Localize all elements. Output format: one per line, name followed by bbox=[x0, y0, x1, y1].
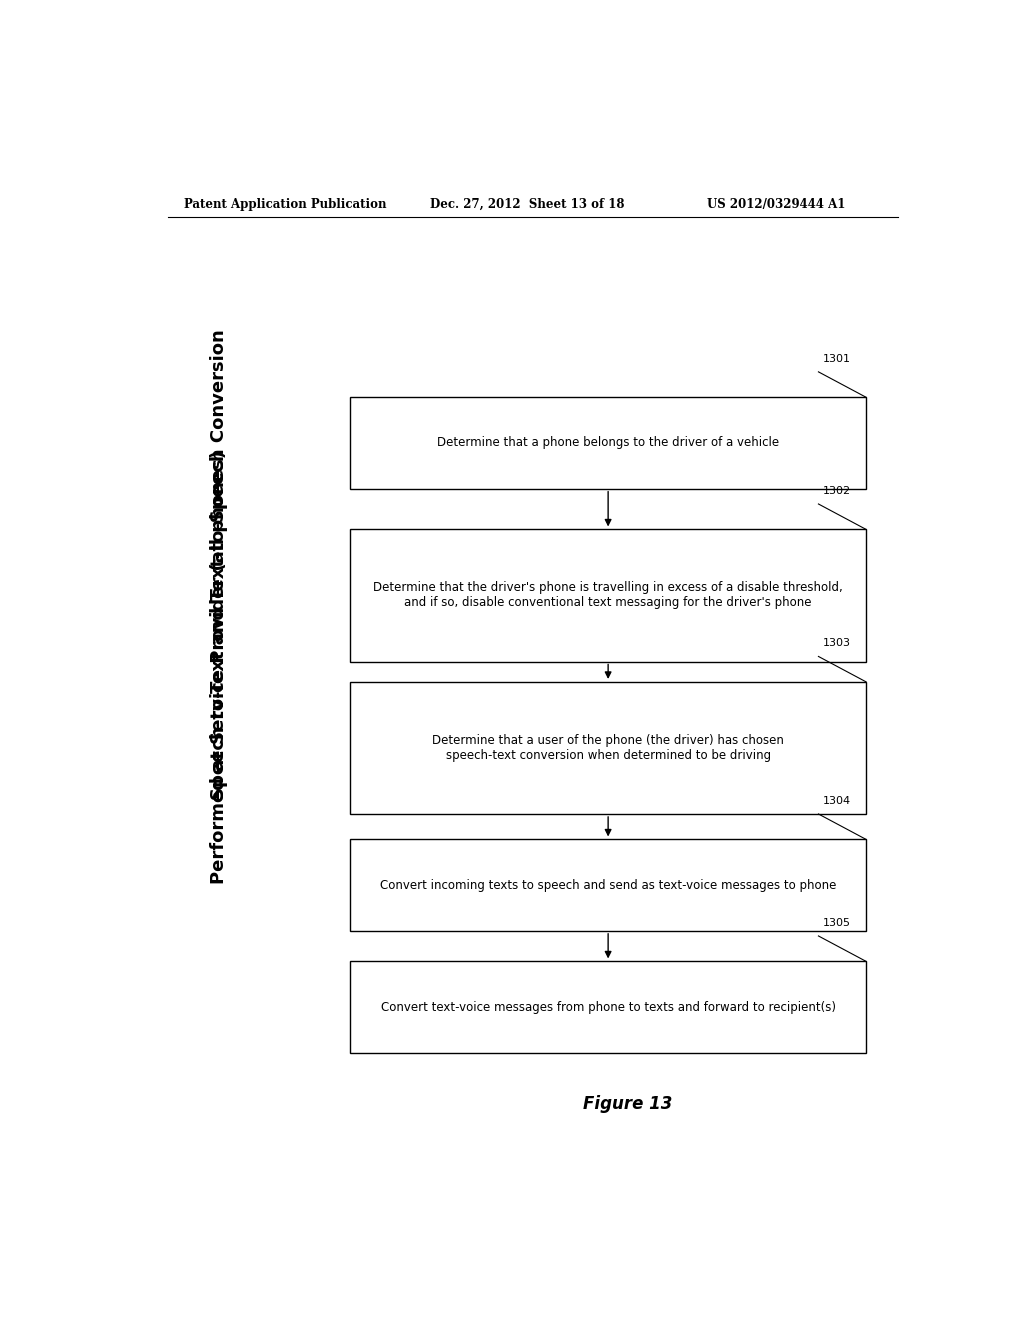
Text: 1301: 1301 bbox=[822, 354, 850, 364]
Bar bbox=[350, 840, 866, 931]
Text: Determine that the driver's phone is travelling in excess of a disable threshold: Determine that the driver's phone is tra… bbox=[374, 581, 843, 610]
Text: Dec. 27, 2012  Sheet 13 of 18: Dec. 27, 2012 Sheet 13 of 18 bbox=[430, 198, 624, 211]
Text: 1304: 1304 bbox=[822, 796, 851, 805]
Bar bbox=[350, 961, 866, 1053]
Text: 1302: 1302 bbox=[822, 486, 851, 496]
Text: Determine that a user of the phone (the driver) has chosen
speech-text conversio: Determine that a user of the phone (the … bbox=[432, 734, 784, 762]
Text: 1305: 1305 bbox=[822, 917, 850, 928]
Text: 1303: 1303 bbox=[822, 639, 850, 648]
Bar bbox=[350, 682, 866, 814]
Text: Figure 13: Figure 13 bbox=[584, 1094, 673, 1113]
Text: US 2012/0329444 A1: US 2012/0329444 A1 bbox=[708, 198, 846, 211]
Text: Determine that a phone belongs to the driver of a vehicle: Determine that a phone belongs to the dr… bbox=[437, 437, 779, 450]
Bar bbox=[350, 529, 866, 661]
Text: Patent Application Publication: Patent Application Publication bbox=[183, 198, 386, 211]
Text: Convert incoming texts to speech and send as text-voice messages to phone: Convert incoming texts to speech and sen… bbox=[380, 879, 837, 891]
Bar bbox=[350, 397, 866, 488]
Text: Speech-to-Text and Text-to-Speech Conversion: Speech-to-Text and Text-to-Speech Conver… bbox=[210, 330, 228, 800]
Text: Convert text-voice messages from phone to texts and forward to recipient(s): Convert text-voice messages from phone t… bbox=[381, 1001, 836, 1014]
Text: Performed at Service Provider (all phones): Performed at Service Provider (all phone… bbox=[210, 450, 228, 883]
